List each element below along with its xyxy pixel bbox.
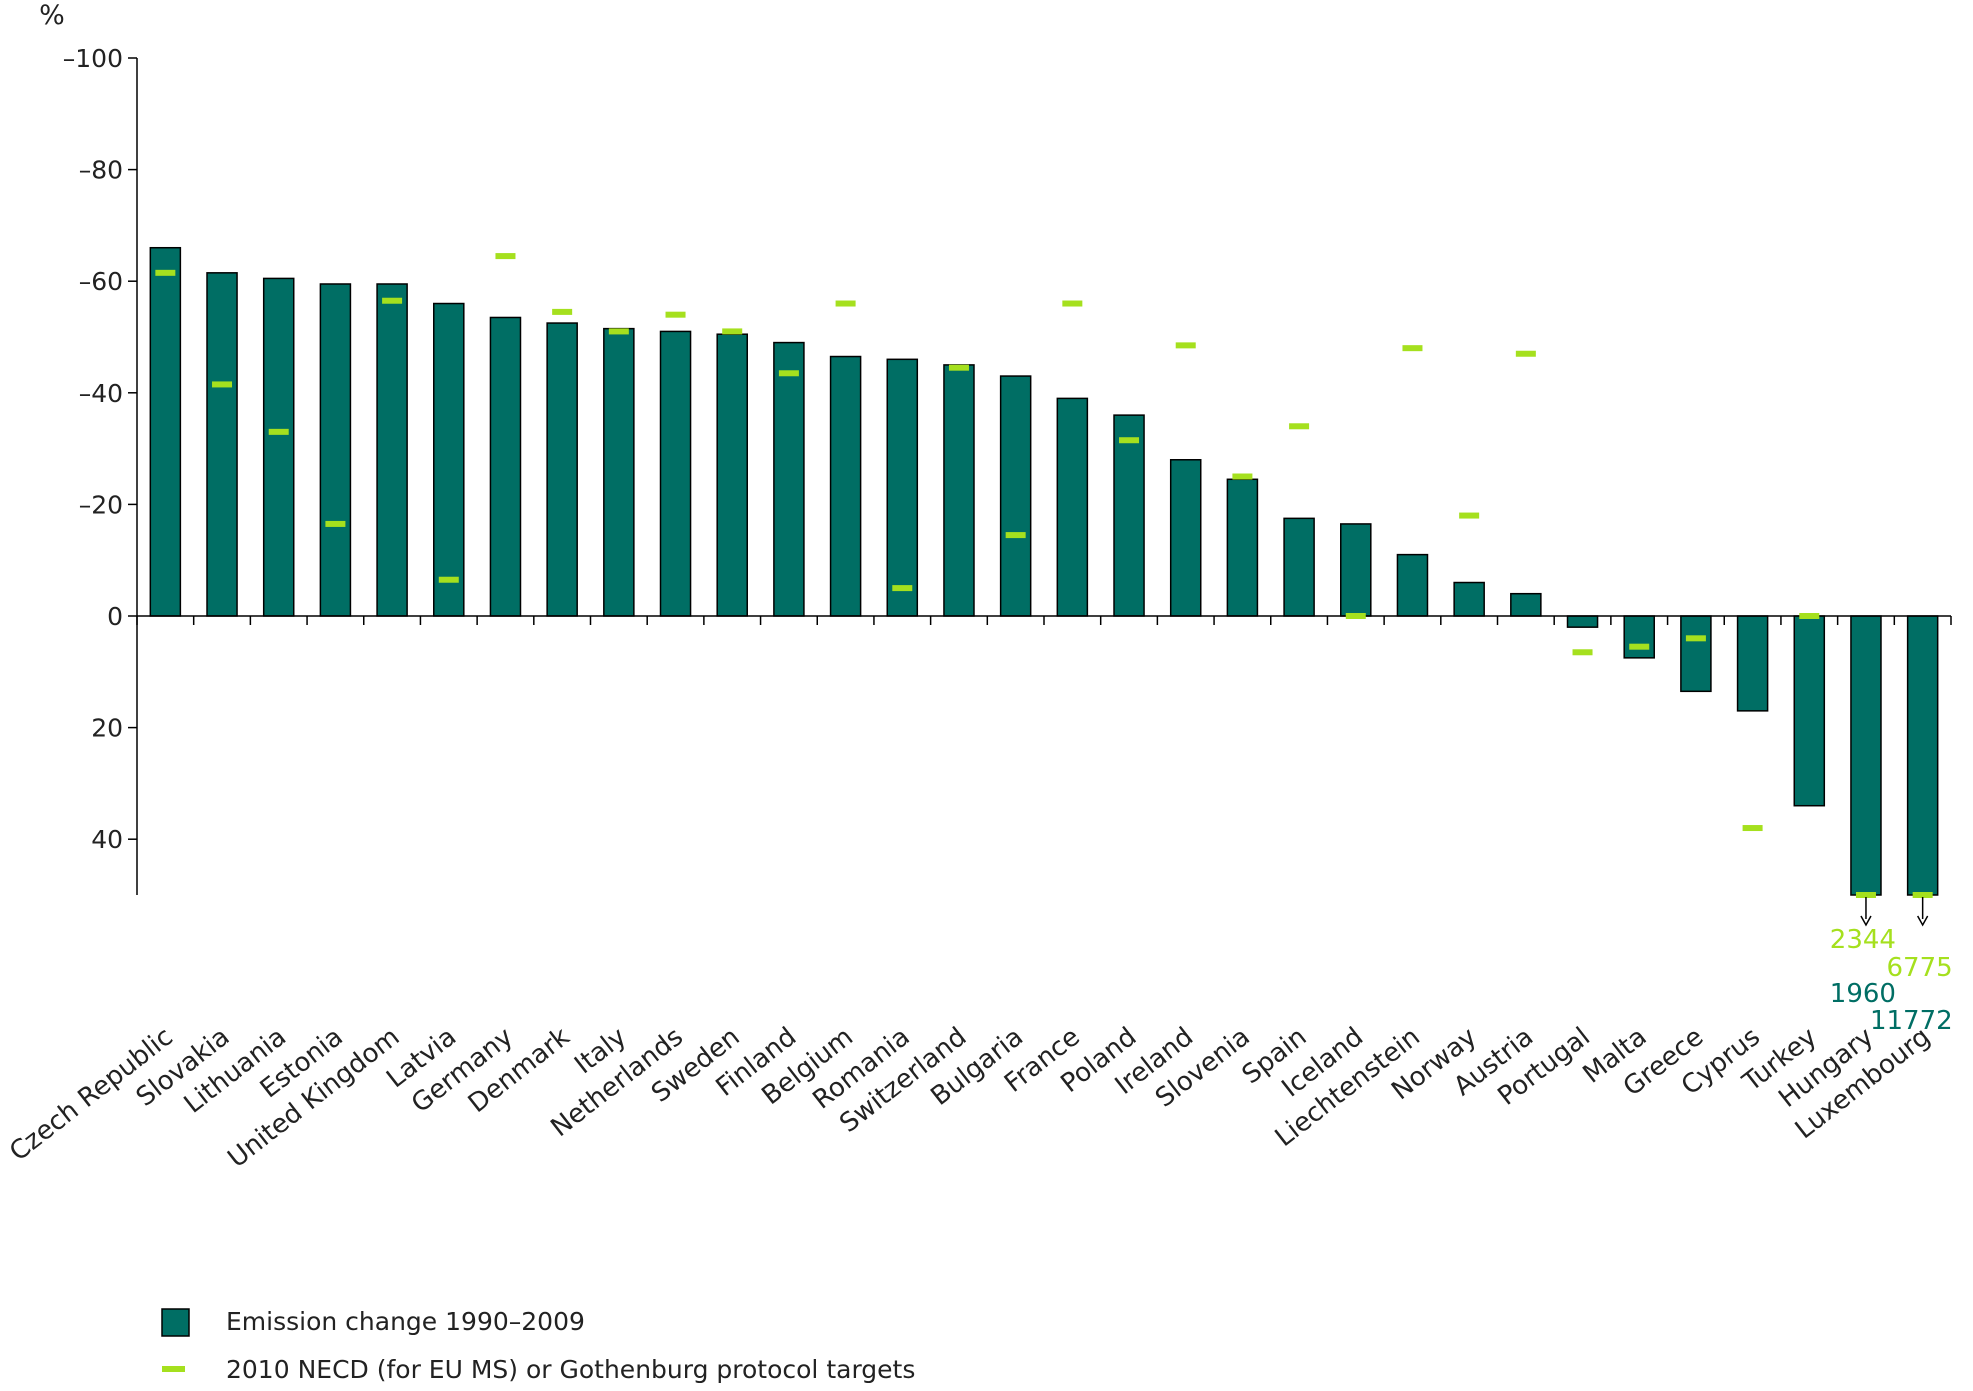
y-tick-label: 40 bbox=[91, 825, 123, 854]
bar-luxembourg bbox=[1906, 615, 1939, 896]
target-marker-denmark bbox=[552, 308, 573, 315]
bar-czech-republic bbox=[149, 246, 182, 617]
y-tick-label: –20 bbox=[79, 490, 123, 519]
y-tick-label: –60 bbox=[79, 267, 123, 296]
bar-belgium bbox=[829, 355, 862, 617]
legend-swatch-emission bbox=[161, 1308, 190, 1337]
off-scale-target-label-hungary: 2344 bbox=[1830, 925, 1896, 955]
legend-swatch-target bbox=[162, 1366, 185, 1372]
target-marker-slovakia bbox=[212, 381, 233, 388]
target-marker-luxembourg bbox=[1912, 892, 1933, 898]
bar-bulgaria bbox=[999, 375, 1032, 617]
legend: Emission change 1990–2009 2010 NECD (for… bbox=[161, 1307, 915, 1384]
off-scale-bar-label-luxembourg: 11772 bbox=[1870, 1006, 1953, 1036]
bar-turkey bbox=[1793, 615, 1826, 807]
target-marker-portugal bbox=[1572, 649, 1593, 656]
bar-germany bbox=[489, 316, 522, 617]
bar-malta bbox=[1623, 615, 1655, 659]
bar-ireland bbox=[1169, 459, 1202, 617]
bar-cyprus bbox=[1736, 615, 1769, 712]
bars-layer bbox=[149, 246, 1939, 896]
target-marker-sweden bbox=[722, 328, 743, 335]
target-marker-cyprus bbox=[1742, 825, 1763, 832]
y-ticks-layer: –100 –80 –60 –40 –20 0 20 40 bbox=[63, 44, 137, 854]
y-tick-label: –40 bbox=[79, 379, 123, 408]
y-tick-label: –80 bbox=[79, 156, 123, 185]
bar-romania bbox=[886, 358, 919, 617]
target-marker-austria bbox=[1515, 350, 1536, 357]
bar-greece bbox=[1680, 615, 1712, 693]
bar-finland bbox=[773, 341, 805, 617]
target-marker-bulgaria bbox=[1005, 532, 1026, 539]
y-tick-label: 20 bbox=[91, 714, 123, 743]
category-labels-layer: Czech RepublicSlovakiaLithuaniaEstoniaUn… bbox=[4, 1022, 1936, 1174]
bar-liechtenstein bbox=[1396, 553, 1429, 617]
target-marker-poland bbox=[1119, 437, 1140, 444]
bar-poland bbox=[1113, 414, 1145, 617]
target-marker-belgium bbox=[835, 300, 856, 307]
bar-latvia bbox=[433, 302, 465, 617]
bar-switzerland bbox=[943, 364, 975, 617]
target-marker-slovenia bbox=[1232, 473, 1253, 480]
target-marker-germany bbox=[495, 253, 516, 260]
target-marker-latvia bbox=[438, 576, 459, 583]
y-axis-unit-label: % bbox=[39, 0, 65, 31]
bar-hungary bbox=[1850, 615, 1882, 896]
target-marker-romania bbox=[892, 585, 913, 592]
target-marker-liechtenstein bbox=[1402, 345, 1423, 352]
target-marker-united-kingdom bbox=[382, 297, 403, 304]
off-scale-arrowhead-luxembourg bbox=[1917, 915, 1929, 927]
bar-estonia bbox=[319, 283, 352, 617]
bar-slovakia bbox=[206, 272, 238, 617]
legend-label-target: 2010 NECD (for EU MS) or Gothenburg prot… bbox=[226, 1355, 915, 1384]
target-marker-france bbox=[1062, 300, 1083, 307]
target-marker-netherlands bbox=[665, 311, 686, 318]
target-marker-ireland bbox=[1175, 342, 1196, 349]
bar-norway bbox=[1453, 581, 1485, 617]
off-scale-target-label-luxembourg: 6775 bbox=[1886, 953, 1952, 983]
target-marker-spain bbox=[1289, 423, 1310, 430]
y-tick-label: –100 bbox=[63, 44, 123, 73]
target-marker-italy bbox=[608, 328, 629, 335]
bar-france bbox=[1056, 397, 1089, 617]
legend-label-emission: Emission change 1990–2009 bbox=[226, 1307, 585, 1336]
target-marker-lithuania bbox=[268, 428, 289, 435]
target-marker-turkey bbox=[1799, 613, 1820, 619]
bar-slovenia bbox=[1226, 478, 1259, 617]
target-marker-czech-republic bbox=[155, 269, 176, 276]
bar-italy bbox=[603, 327, 635, 617]
off-scale-arrowhead-hungary bbox=[1860, 915, 1872, 927]
target-marker-finland bbox=[778, 370, 799, 377]
bar-iceland bbox=[1340, 523, 1372, 617]
bar-austria bbox=[1510, 592, 1542, 617]
y-tick-label: 0 bbox=[107, 602, 123, 631]
bar-denmark bbox=[546, 322, 578, 617]
bar-united-kingdom bbox=[376, 283, 408, 617]
target-marker-malta bbox=[1629, 643, 1650, 650]
bar-sweden bbox=[716, 333, 748, 617]
bar-lithuania bbox=[262, 277, 295, 617]
target-marker-greece bbox=[1685, 635, 1706, 642]
bar-netherlands bbox=[659, 330, 692, 617]
bar-portugal bbox=[1566, 615, 1599, 628]
target-marker-norway bbox=[1459, 512, 1480, 519]
target-marker-hungary bbox=[1855, 892, 1876, 898]
bar-spain bbox=[1283, 517, 1315, 617]
target-marker-iceland bbox=[1345, 613, 1366, 619]
target-marker-switzerland bbox=[948, 364, 969, 371]
axes-layer: % bbox=[39, 0, 1952, 895]
target-marker-estonia bbox=[325, 520, 346, 527]
targets-layer bbox=[155, 253, 1933, 898]
off-scale-bar-label-hungary: 1960 bbox=[1830, 979, 1896, 1009]
